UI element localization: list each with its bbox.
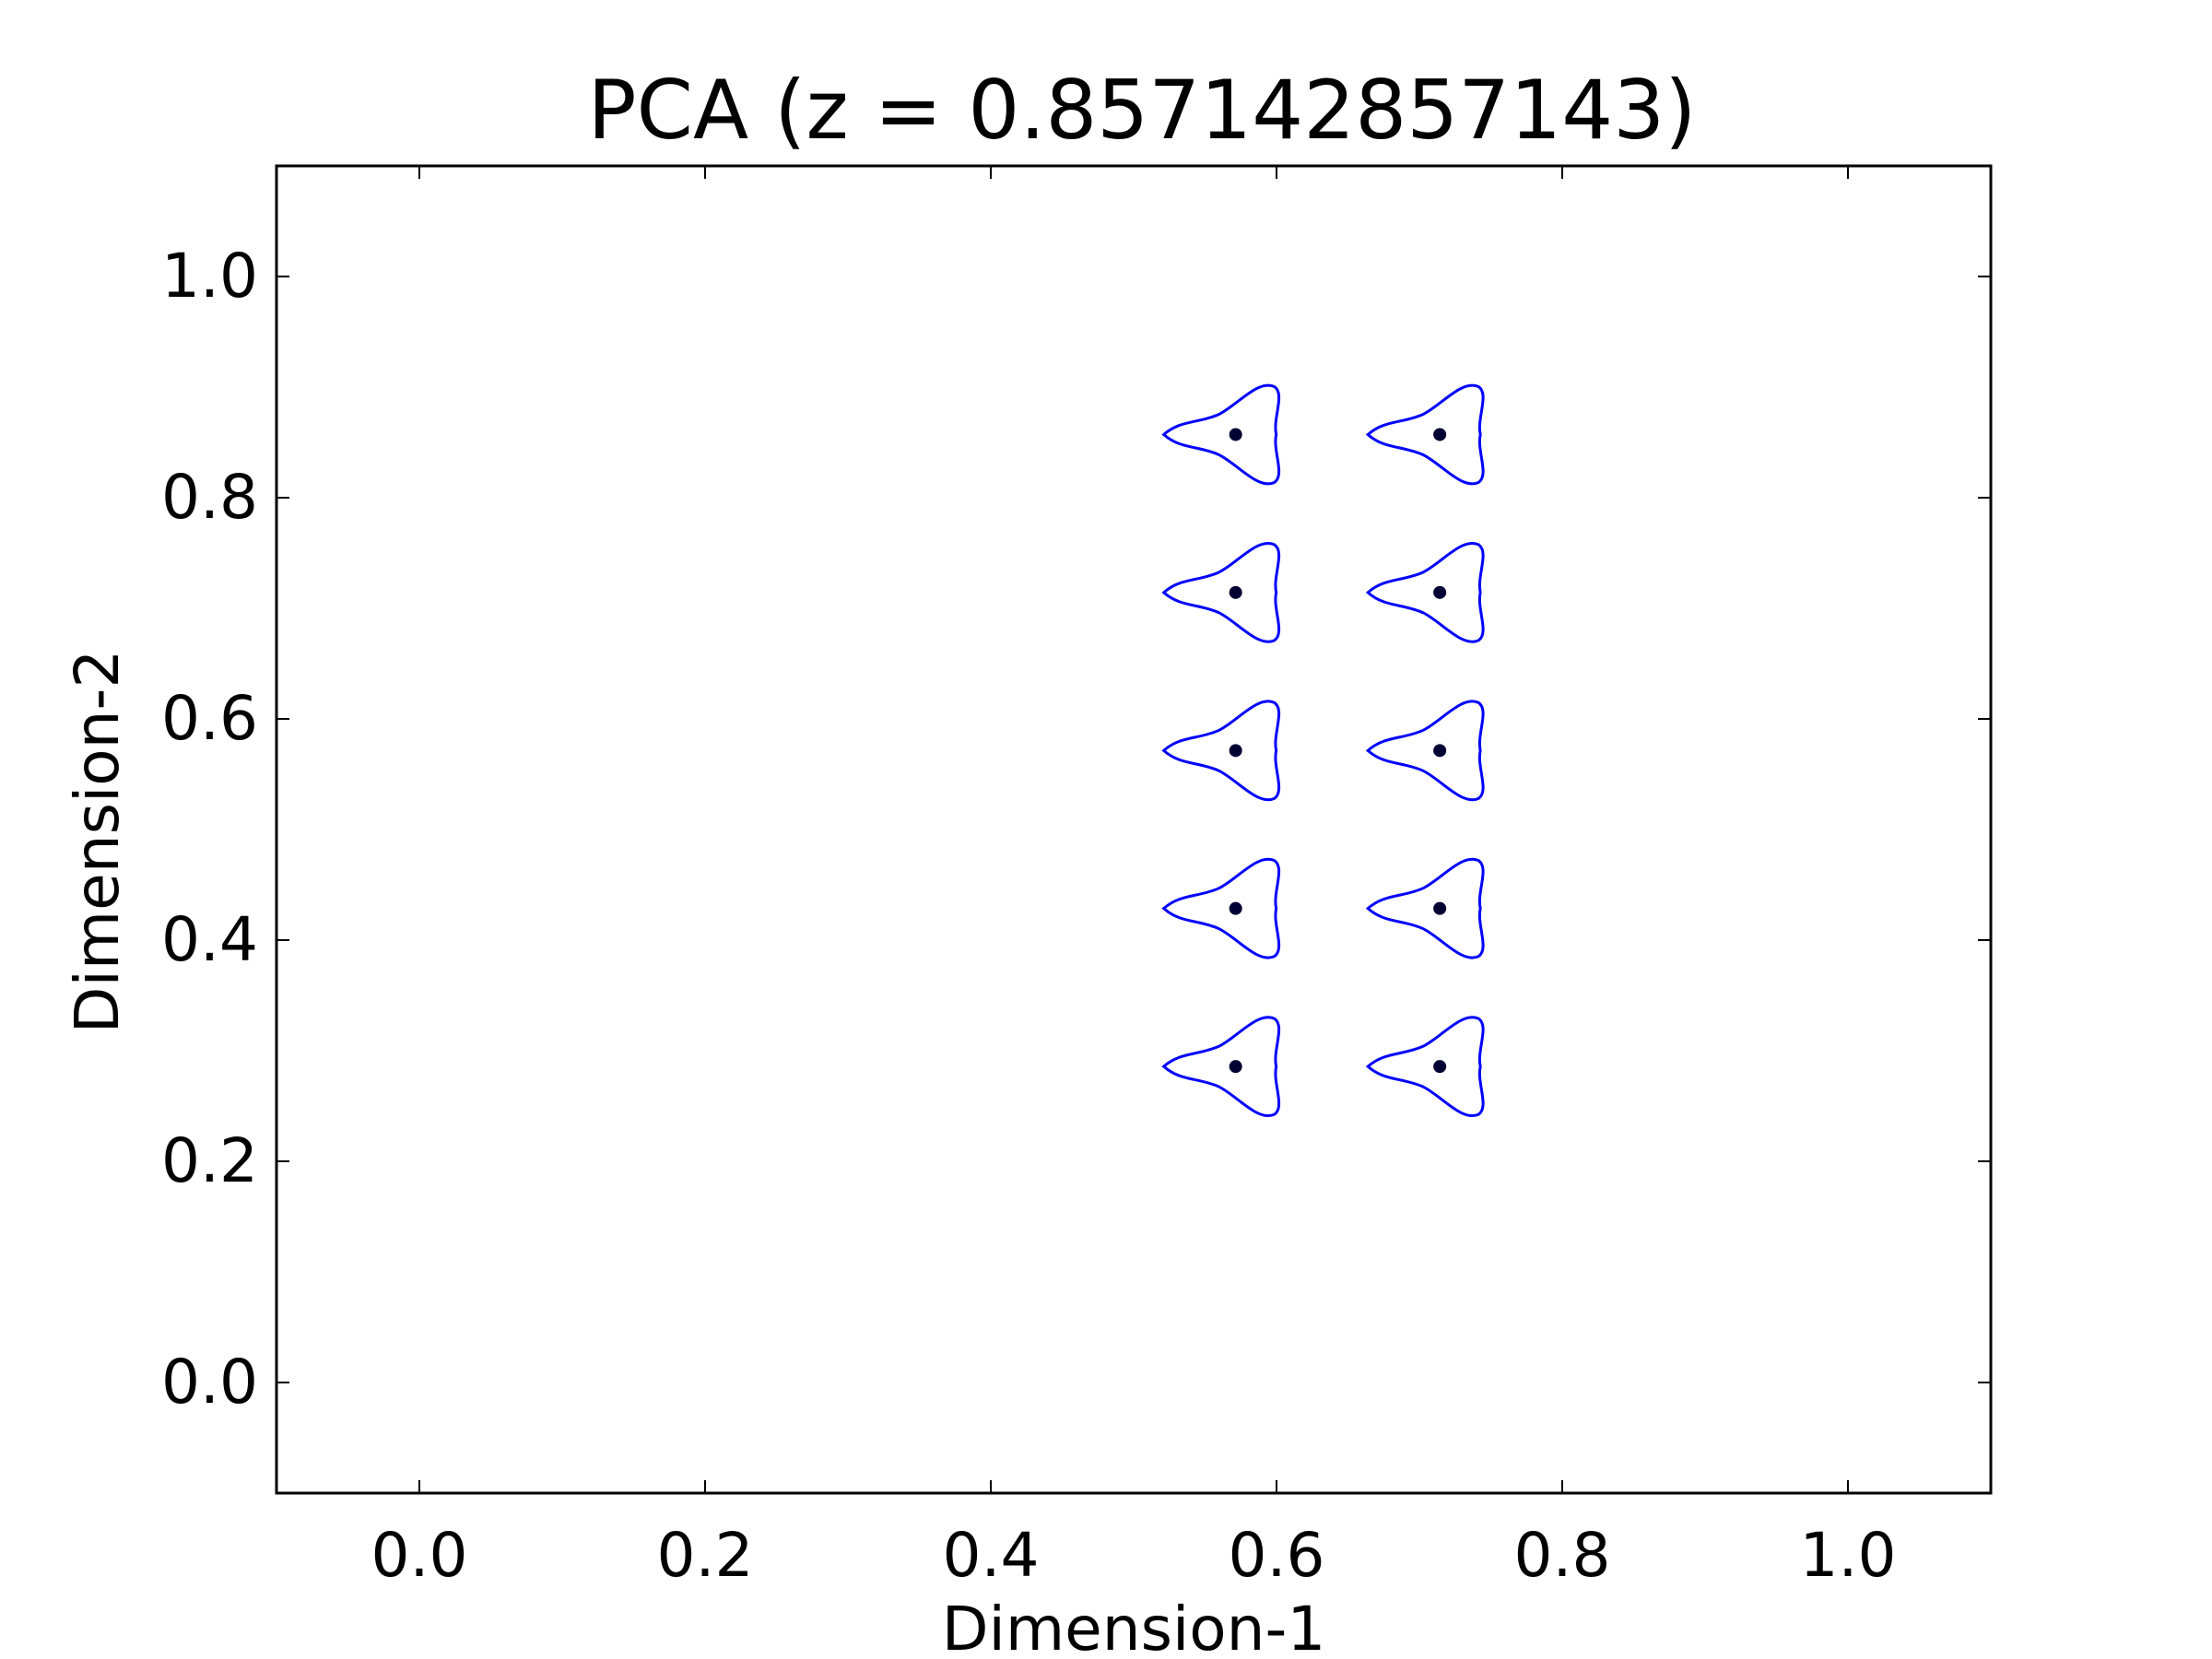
- x-tick-label: 0.8: [1514, 1520, 1611, 1591]
- data-glyph: [1161, 541, 1281, 643]
- data-glyphs: [1161, 383, 1485, 1118]
- data-glyph: [1161, 857, 1281, 959]
- y-tick-label: 0.6: [161, 683, 258, 754]
- x-tick-label: 1.0: [1800, 1520, 1897, 1591]
- data-glyph: [1365, 1016, 1485, 1118]
- x-axis-tick-labels: 0.0 0.2 0.4 0.6 0.8 1.0: [371, 1520, 1897, 1591]
- data-point: [1229, 1060, 1242, 1074]
- data-glyph: [1365, 857, 1485, 959]
- x-tick-label: 0.6: [1229, 1520, 1325, 1591]
- y-axis-ticks: [276, 276, 1991, 1383]
- y-tick-label: 0.0: [161, 1347, 258, 1418]
- y-tick-label: 0.2: [161, 1125, 258, 1196]
- data-point: [1433, 1060, 1447, 1074]
- plot-frame: [275, 164, 1993, 1495]
- data-point: [1229, 744, 1242, 758]
- y-tick-label: 1.0: [161, 241, 258, 312]
- x-axis-label: Dimension-1: [942, 1594, 1326, 1659]
- data-point: [1229, 428, 1242, 441]
- x-axis-ticks: [418, 166, 1849, 1493]
- data-point: [1433, 744, 1447, 758]
- data-glyph: [1161, 1016, 1281, 1118]
- chart-title: PCA (z = 0.857142857143): [587, 63, 1696, 158]
- data-point: [1229, 585, 1242, 599]
- y-tick-label: 0.4: [161, 904, 258, 975]
- x-tick-label: 0.4: [943, 1520, 1040, 1591]
- data-points: [1229, 428, 1447, 1074]
- data-point: [1433, 901, 1447, 915]
- y-axis-label: Dimension-2: [62, 650, 133, 1034]
- x-tick-label: 0.2: [657, 1520, 754, 1591]
- y-axis-tick-labels: 0.0 0.2 0.4 0.6 0.8 1.0: [161, 241, 258, 1418]
- data-point: [1433, 585, 1447, 599]
- x-tick-label: 0.0: [371, 1520, 468, 1591]
- data-glyph: [1365, 541, 1485, 643]
- data-point: [1229, 901, 1242, 915]
- y-tick-label: 0.8: [161, 462, 258, 533]
- data-point: [1433, 428, 1447, 441]
- data-glyph: [1365, 383, 1485, 486]
- data-glyph: [1161, 383, 1281, 486]
- data-glyph: [1365, 700, 1485, 802]
- data-glyph: [1161, 700, 1281, 802]
